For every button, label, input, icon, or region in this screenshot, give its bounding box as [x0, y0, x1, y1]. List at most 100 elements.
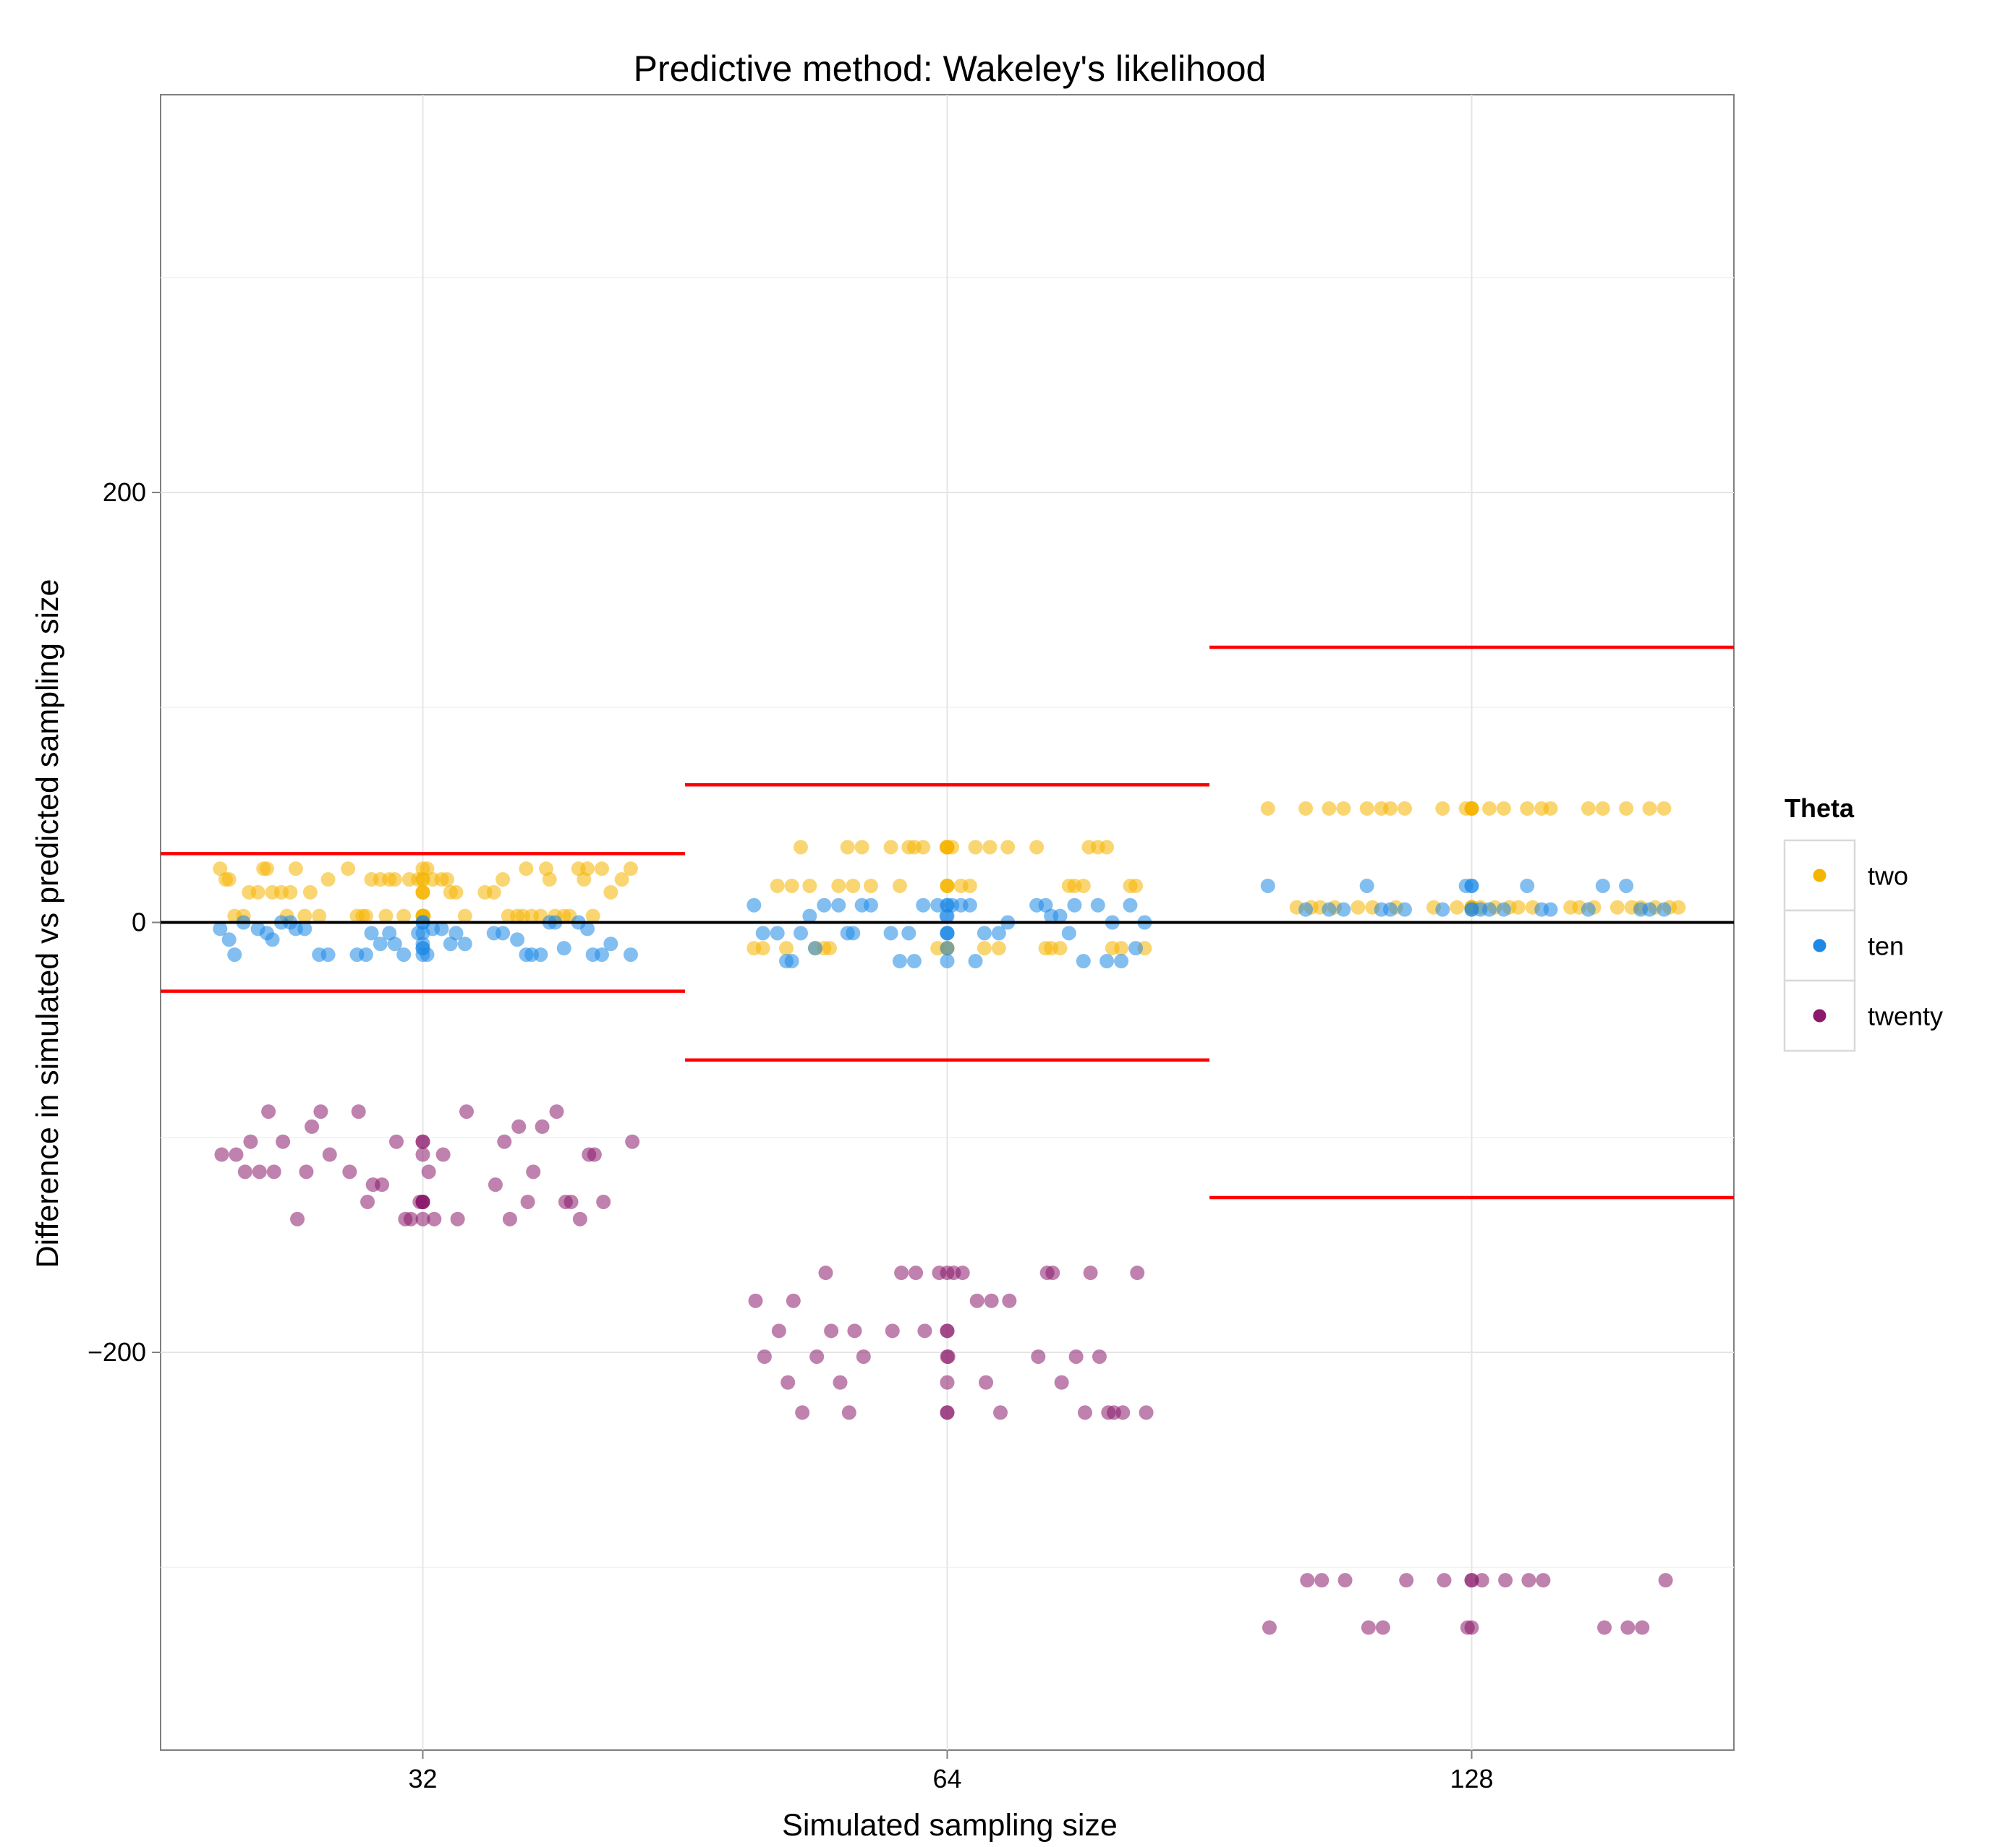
data-point-ten [373, 937, 388, 952]
data-point-two [770, 878, 785, 893]
data-point-two [401, 872, 417, 887]
data-point-ten [1114, 954, 1129, 969]
data-point-ten [221, 932, 237, 947]
legend-label-ten: ten [1868, 931, 1904, 961]
legend-title: Theta [1785, 793, 1855, 823]
data-point-twenty [415, 1147, 430, 1162]
data-point-ten [1473, 902, 1488, 917]
data-point-ten [1029, 897, 1045, 913]
data-point-twenty [824, 1323, 839, 1339]
data-point-ten [977, 926, 992, 941]
data-point-ten [1260, 878, 1275, 893]
data-point-two [1520, 801, 1535, 816]
data-point-twenty [1498, 1573, 1513, 1588]
data-point-two [415, 861, 430, 876]
data-point-ten [883, 926, 898, 941]
data-point-twenty [1300, 1573, 1315, 1588]
data-point-two [288, 861, 303, 876]
data-point-two [1595, 801, 1610, 816]
data-point-two [448, 884, 464, 900]
data-point-twenty [894, 1266, 909, 1281]
data-point-twenty [214, 1147, 229, 1162]
data-point-two [1534, 801, 1549, 816]
data-point-twenty [549, 1104, 564, 1119]
data-point-twenty [305, 1119, 320, 1134]
data-point-ten [623, 947, 638, 963]
data-point-twenty [587, 1147, 602, 1162]
data-point-twenty [1399, 1573, 1414, 1588]
data-point-ten [846, 926, 861, 941]
data-point-twenty [243, 1134, 258, 1149]
legend-label-two: two [1868, 861, 1908, 891]
data-point-two [1581, 801, 1596, 816]
data-point-ten [510, 932, 525, 947]
data-point-two [496, 872, 511, 887]
data-point-twenty [885, 1323, 900, 1339]
data-point-twenty [520, 1194, 535, 1209]
legend-label-twenty: twenty [1868, 1002, 1943, 1031]
data-point-two [1642, 801, 1657, 816]
data-point-two [603, 884, 618, 900]
data-point-ten [831, 897, 846, 913]
data-point-ten [892, 954, 907, 969]
data-point-twenty [1375, 1620, 1390, 1635]
data-point-twenty [795, 1405, 810, 1420]
data-point-ten [807, 941, 822, 956]
data-point-twenty [1337, 1573, 1353, 1588]
data-point-twenty [841, 1405, 856, 1420]
data-point-two [415, 884, 430, 900]
data-point-twenty [909, 1266, 924, 1281]
data-point-ten [415, 941, 430, 956]
data-point-twenty [1521, 1573, 1536, 1588]
data-point-two [1000, 840, 1016, 855]
data-point-twenty [535, 1119, 550, 1134]
data-point-ten [854, 897, 869, 913]
data-point-two [1029, 840, 1045, 855]
data-point-two [396, 908, 412, 924]
data-point-twenty [1077, 1405, 1092, 1420]
data-point-two [840, 840, 855, 855]
data-point-two [991, 941, 1006, 956]
data-point-twenty [818, 1266, 833, 1281]
data-point-ten [364, 926, 379, 941]
data-point-ten [1496, 902, 1511, 917]
data-point-two [519, 861, 534, 876]
data-point-twenty [1635, 1620, 1650, 1635]
data-point-two [585, 908, 600, 924]
data-point-ten [1397, 902, 1412, 917]
chart-marks [161, 645, 1734, 1635]
data-point-two [297, 908, 312, 924]
data-point-two [1260, 801, 1275, 816]
data-point-ten [1128, 941, 1144, 956]
data-point-twenty [940, 1375, 955, 1390]
data-point-twenty [1314, 1573, 1330, 1588]
data-point-ten [312, 947, 327, 963]
data-point-two [213, 861, 228, 876]
data-point-twenty [415, 1134, 430, 1149]
data-point-twenty [786, 1293, 801, 1308]
data-point-twenty [299, 1164, 314, 1180]
data-point-two [614, 872, 629, 887]
data-point-twenty [290, 1211, 305, 1227]
data-point-twenty [365, 1177, 380, 1193]
data-point-twenty [1083, 1266, 1098, 1281]
data-point-twenty [511, 1119, 527, 1134]
data-point-twenty [237, 1164, 252, 1180]
data-point-twenty [1106, 1405, 1121, 1420]
data-point-ten [1633, 902, 1649, 917]
data-point-two [387, 872, 402, 887]
data-point-two [1128, 878, 1144, 893]
data-point-ten [382, 926, 397, 941]
data-point-two [1481, 801, 1497, 816]
data-point-two [1656, 801, 1672, 816]
data-point-ten [265, 932, 280, 947]
data-point-twenty [435, 1147, 451, 1162]
data-point-twenty [261, 1104, 276, 1119]
chart-title: Predictive method: Wakeley's likelihood [634, 48, 1267, 89]
data-point-two [623, 861, 638, 876]
data-point-two [302, 884, 318, 900]
data-point-twenty [1045, 1266, 1060, 1281]
data-point-two [265, 884, 280, 900]
data-point-two [793, 840, 808, 855]
data-point-twenty [969, 1293, 984, 1308]
